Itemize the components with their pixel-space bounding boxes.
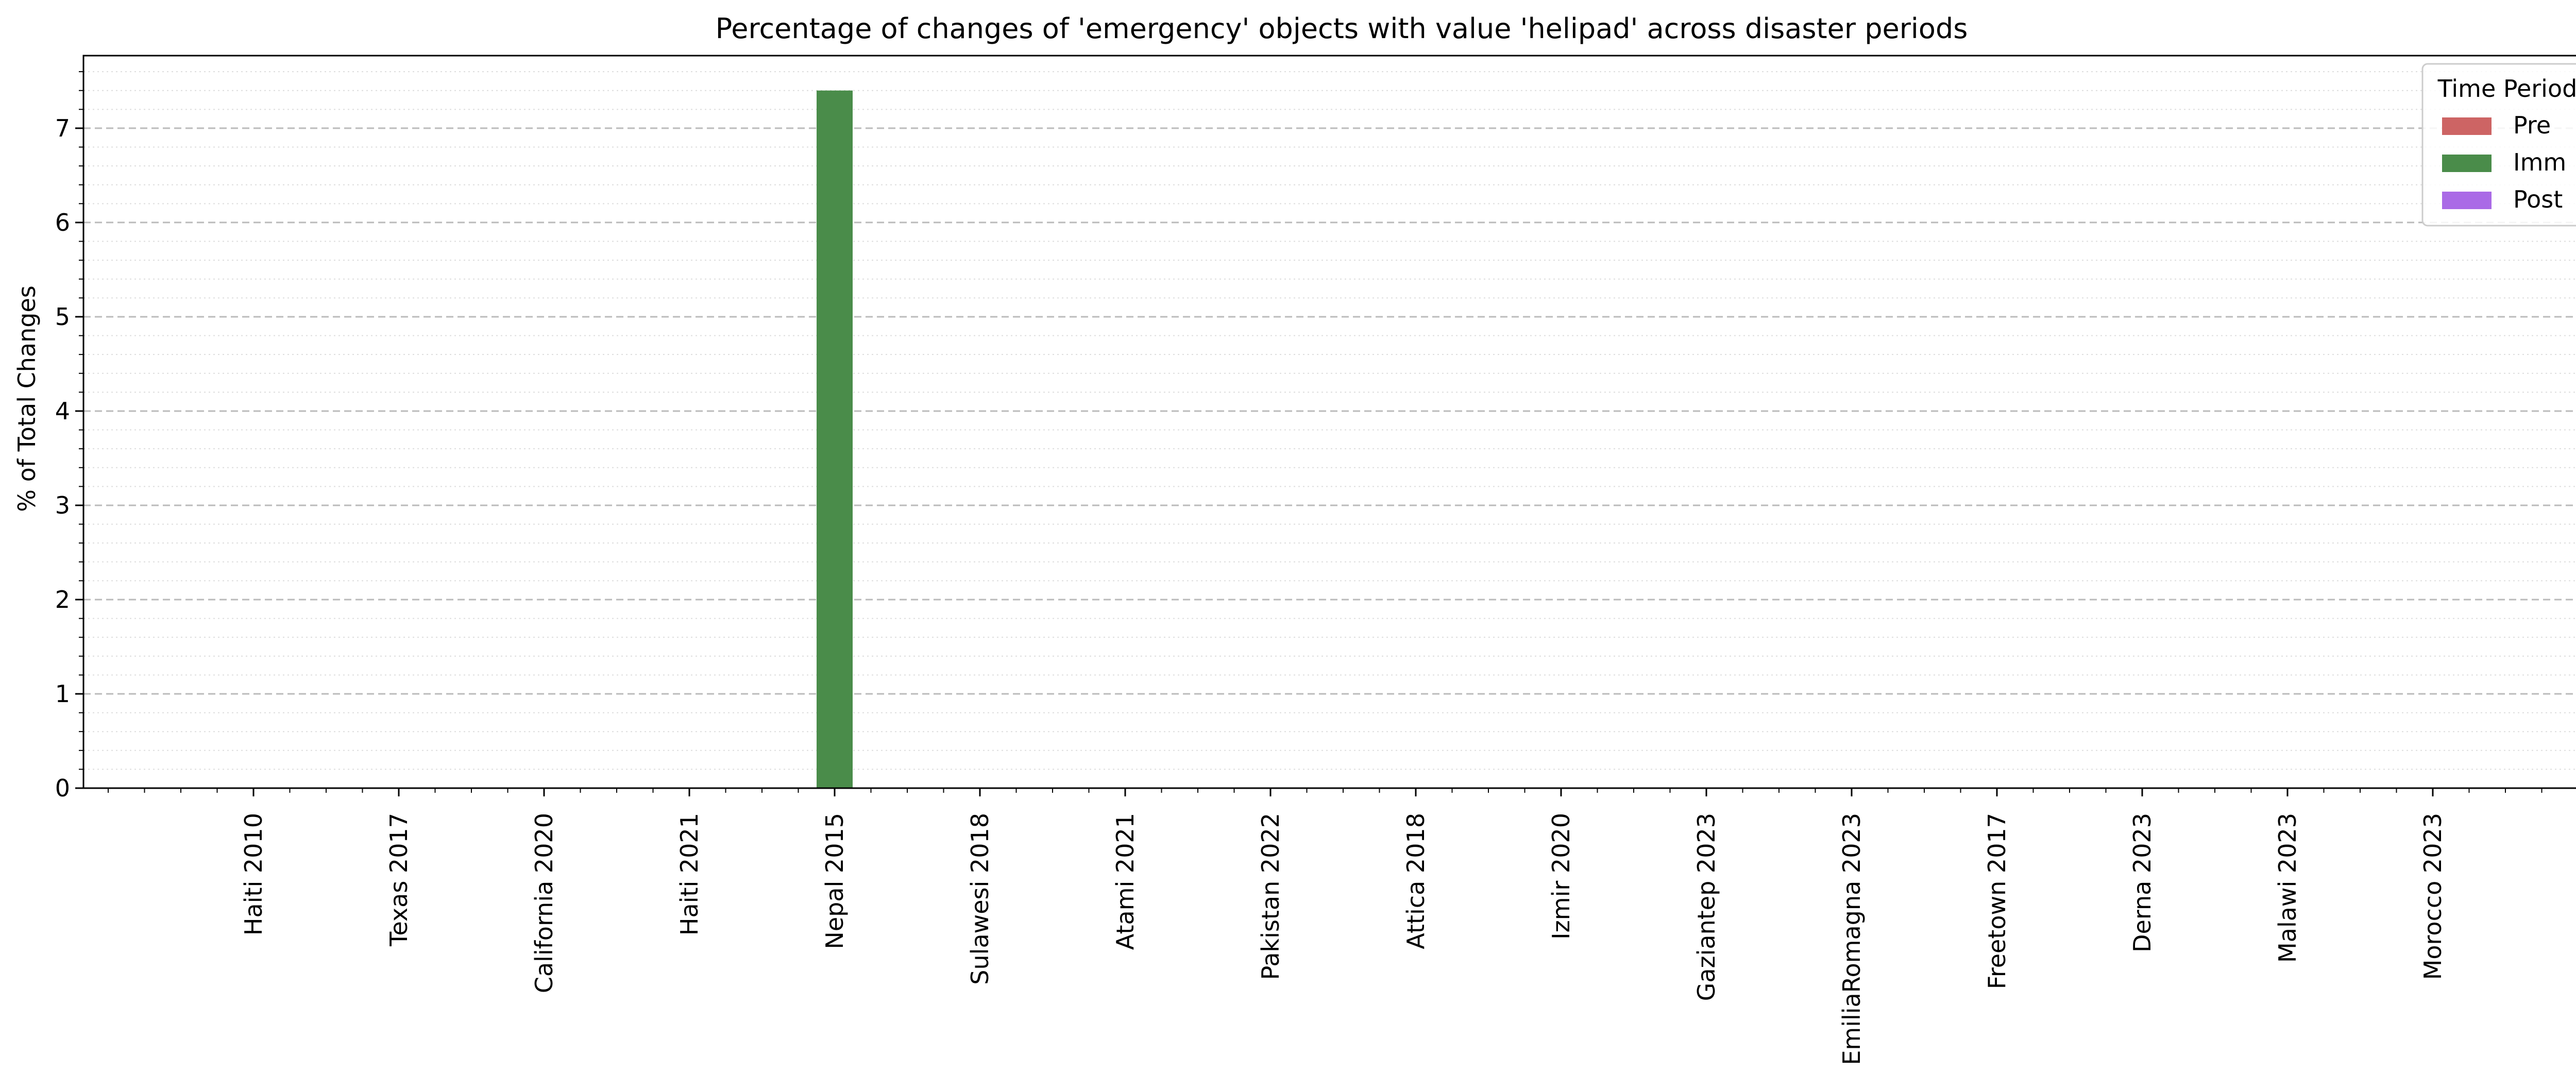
x-tick-label: Attica 2018 (1402, 813, 1430, 949)
x-tick-label: Nepal 2015 (821, 813, 849, 949)
y-tick-label: 4 (55, 397, 70, 425)
legend-label-post: Post (2513, 185, 2563, 213)
bar-imm (817, 90, 853, 789)
y-tick-label: 0 (55, 774, 70, 802)
bars (817, 90, 853, 789)
x-tick-label: Haiti 2021 (675, 813, 703, 935)
x-tick-label: Atami 2021 (1111, 813, 1139, 950)
legend-title: Time Period (2437, 75, 2576, 103)
y-tick-label: 5 (55, 303, 70, 331)
y-tick-label: 6 (55, 209, 70, 236)
x-tick-label: Izmir 2020 (1547, 813, 1575, 940)
minor-gridlines (83, 71, 2576, 770)
y-tick-label: 7 (55, 114, 70, 142)
x-tick-label: Haiti 2010 (240, 813, 267, 935)
y-axis-ticks: 0 1 2 3 4 5 6 7 (55, 71, 83, 802)
chart-title: Percentage of changes of 'emergency' obj… (716, 12, 1968, 45)
legend-swatch-pre (2442, 117, 2492, 135)
x-tick-label: Pakistan 2022 (1257, 813, 1284, 980)
legend-swatch-imm (2442, 155, 2492, 172)
plot-frame (82, 55, 2576, 789)
y-tick-label: 3 (55, 491, 70, 519)
legend: Time Period Pre Imm Post (2421, 63, 2576, 227)
x-tick-label: Malawi 2023 (2274, 813, 2301, 963)
x-tick-label: Freetown 2017 (1983, 813, 2011, 989)
x-tick-label: EmiliaRomagna 2023 (1838, 813, 1866, 1065)
y-tick-label: 2 (55, 586, 70, 614)
legend-label-imm: Imm (2513, 148, 2566, 176)
legend-swatch-post (2442, 192, 2492, 209)
x-tick-label: Morocco 2023 (2419, 813, 2447, 980)
y-axis-label: % of Total Changes (13, 285, 41, 512)
x-tick-label: Texas 2017 (385, 813, 413, 947)
legend-items: Pre Imm Post (2442, 111, 2566, 213)
legend-frame (2421, 63, 2576, 227)
x-axis-ticks: Haiti 2010 Texas 2017 California 2020 Haiti… (108, 788, 2543, 1065)
x-tick-label: Derna 2023 (2128, 813, 2156, 952)
y-tick-label: 1 (55, 680, 70, 708)
x-tick-label: Gaziantep 2023 (1692, 813, 1720, 1001)
major-gridlines (83, 127, 2576, 695)
legend-label-pre: Pre (2513, 111, 2551, 139)
x-tick-label: California 2020 (530, 813, 558, 993)
x-tick-label: Sulawesi 2018 (966, 813, 994, 985)
